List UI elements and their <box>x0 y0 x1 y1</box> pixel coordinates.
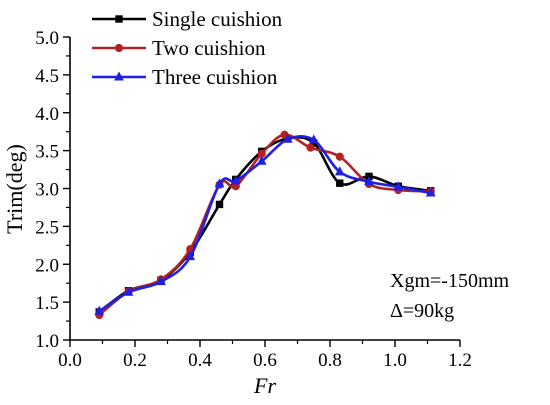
data-point <box>230 175 241 185</box>
y-tick-label: 4.5 <box>35 66 59 87</box>
y-tick-label: 5.0 <box>35 28 59 49</box>
data-point <box>364 176 374 186</box>
series-3 <box>94 133 436 315</box>
legend-marker <box>114 43 124 53</box>
data-point <box>123 286 134 296</box>
legend-marker <box>115 15 123 23</box>
series-line <box>98 133 431 317</box>
annotation-displacement: Δ=90kg <box>390 300 454 322</box>
data-point <box>336 179 344 187</box>
x-tick-label: 1.2 <box>448 350 472 371</box>
data-point <box>334 166 345 176</box>
x-tick-label: 0.6 <box>253 350 277 371</box>
y-tick-label: 2.5 <box>35 217 59 238</box>
legend-marker <box>114 71 124 81</box>
y-tick-label: 3.5 <box>35 142 59 163</box>
data-point <box>425 187 436 197</box>
legend-label: Two cuishion <box>152 36 266 60</box>
legend-label: Single cuishion <box>152 7 283 31</box>
y-tick-label: 2.0 <box>35 255 59 276</box>
data-point <box>308 134 319 144</box>
legend-label: Three cuishion <box>152 65 278 89</box>
data-point <box>335 152 344 161</box>
x-tick-label: 1.0 <box>383 350 407 371</box>
x-axis-title: Fr <box>253 373 276 398</box>
data-point <box>156 276 166 286</box>
x-tick-label: 0.0 <box>58 350 82 371</box>
data-point <box>185 251 196 261</box>
data-point <box>256 155 267 165</box>
legend: Single cuishion Two cuishion Three cuishio… <box>92 7 283 89</box>
y-tick-label: 3.0 <box>35 180 59 201</box>
x-tick-label: 0.4 <box>188 350 212 371</box>
y-tick-label: 1.0 <box>35 331 59 352</box>
data-point <box>94 305 105 315</box>
y-tick-label: 4.0 <box>35 104 59 125</box>
y-tick-label: 1.5 <box>35 293 59 314</box>
series-layer <box>94 130 436 320</box>
annotation-xgm: Xgm=-150mm <box>390 270 509 292</box>
y-axis-title: Trim(deg) <box>2 144 27 234</box>
data-point <box>306 143 315 152</box>
data-point <box>214 178 225 188</box>
data-point <box>215 200 224 209</box>
data-point <box>393 181 404 191</box>
x-tick-label: 0.8 <box>318 350 342 371</box>
x-tick-label: 0.2 <box>123 350 147 371</box>
data-point <box>282 133 293 143</box>
